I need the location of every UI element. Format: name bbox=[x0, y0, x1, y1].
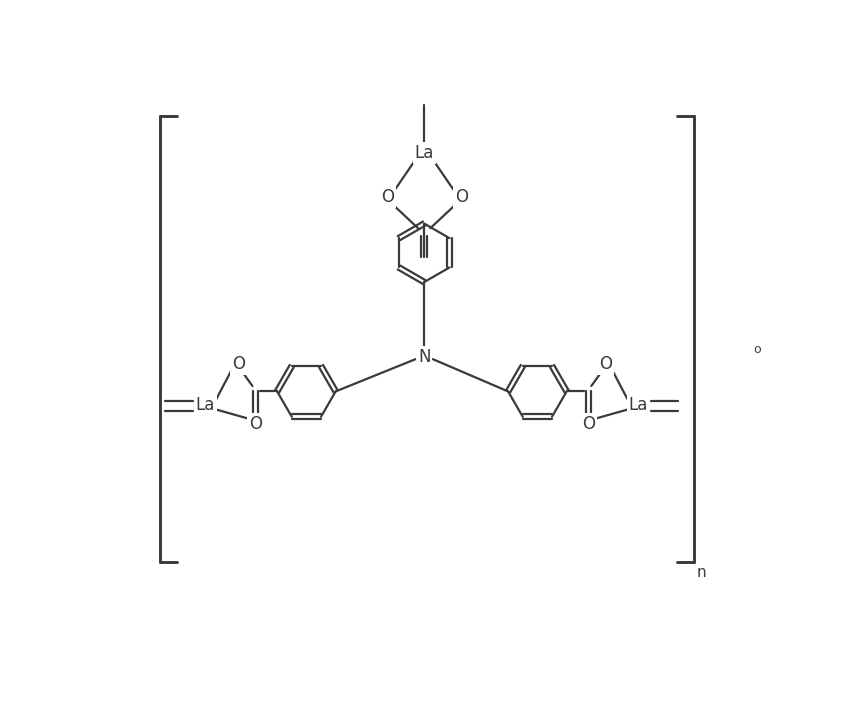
Text: O: O bbox=[455, 188, 468, 206]
Text: O: O bbox=[249, 415, 262, 433]
Text: n: n bbox=[696, 566, 707, 581]
Text: o: o bbox=[753, 343, 760, 355]
Text: O: O bbox=[381, 188, 394, 206]
Text: La: La bbox=[414, 144, 434, 161]
Text: N: N bbox=[418, 348, 431, 366]
Text: O: O bbox=[599, 355, 612, 374]
Text: La: La bbox=[628, 396, 648, 414]
Text: O: O bbox=[232, 355, 245, 374]
Text: La: La bbox=[196, 396, 215, 414]
Text: O: O bbox=[582, 415, 595, 433]
